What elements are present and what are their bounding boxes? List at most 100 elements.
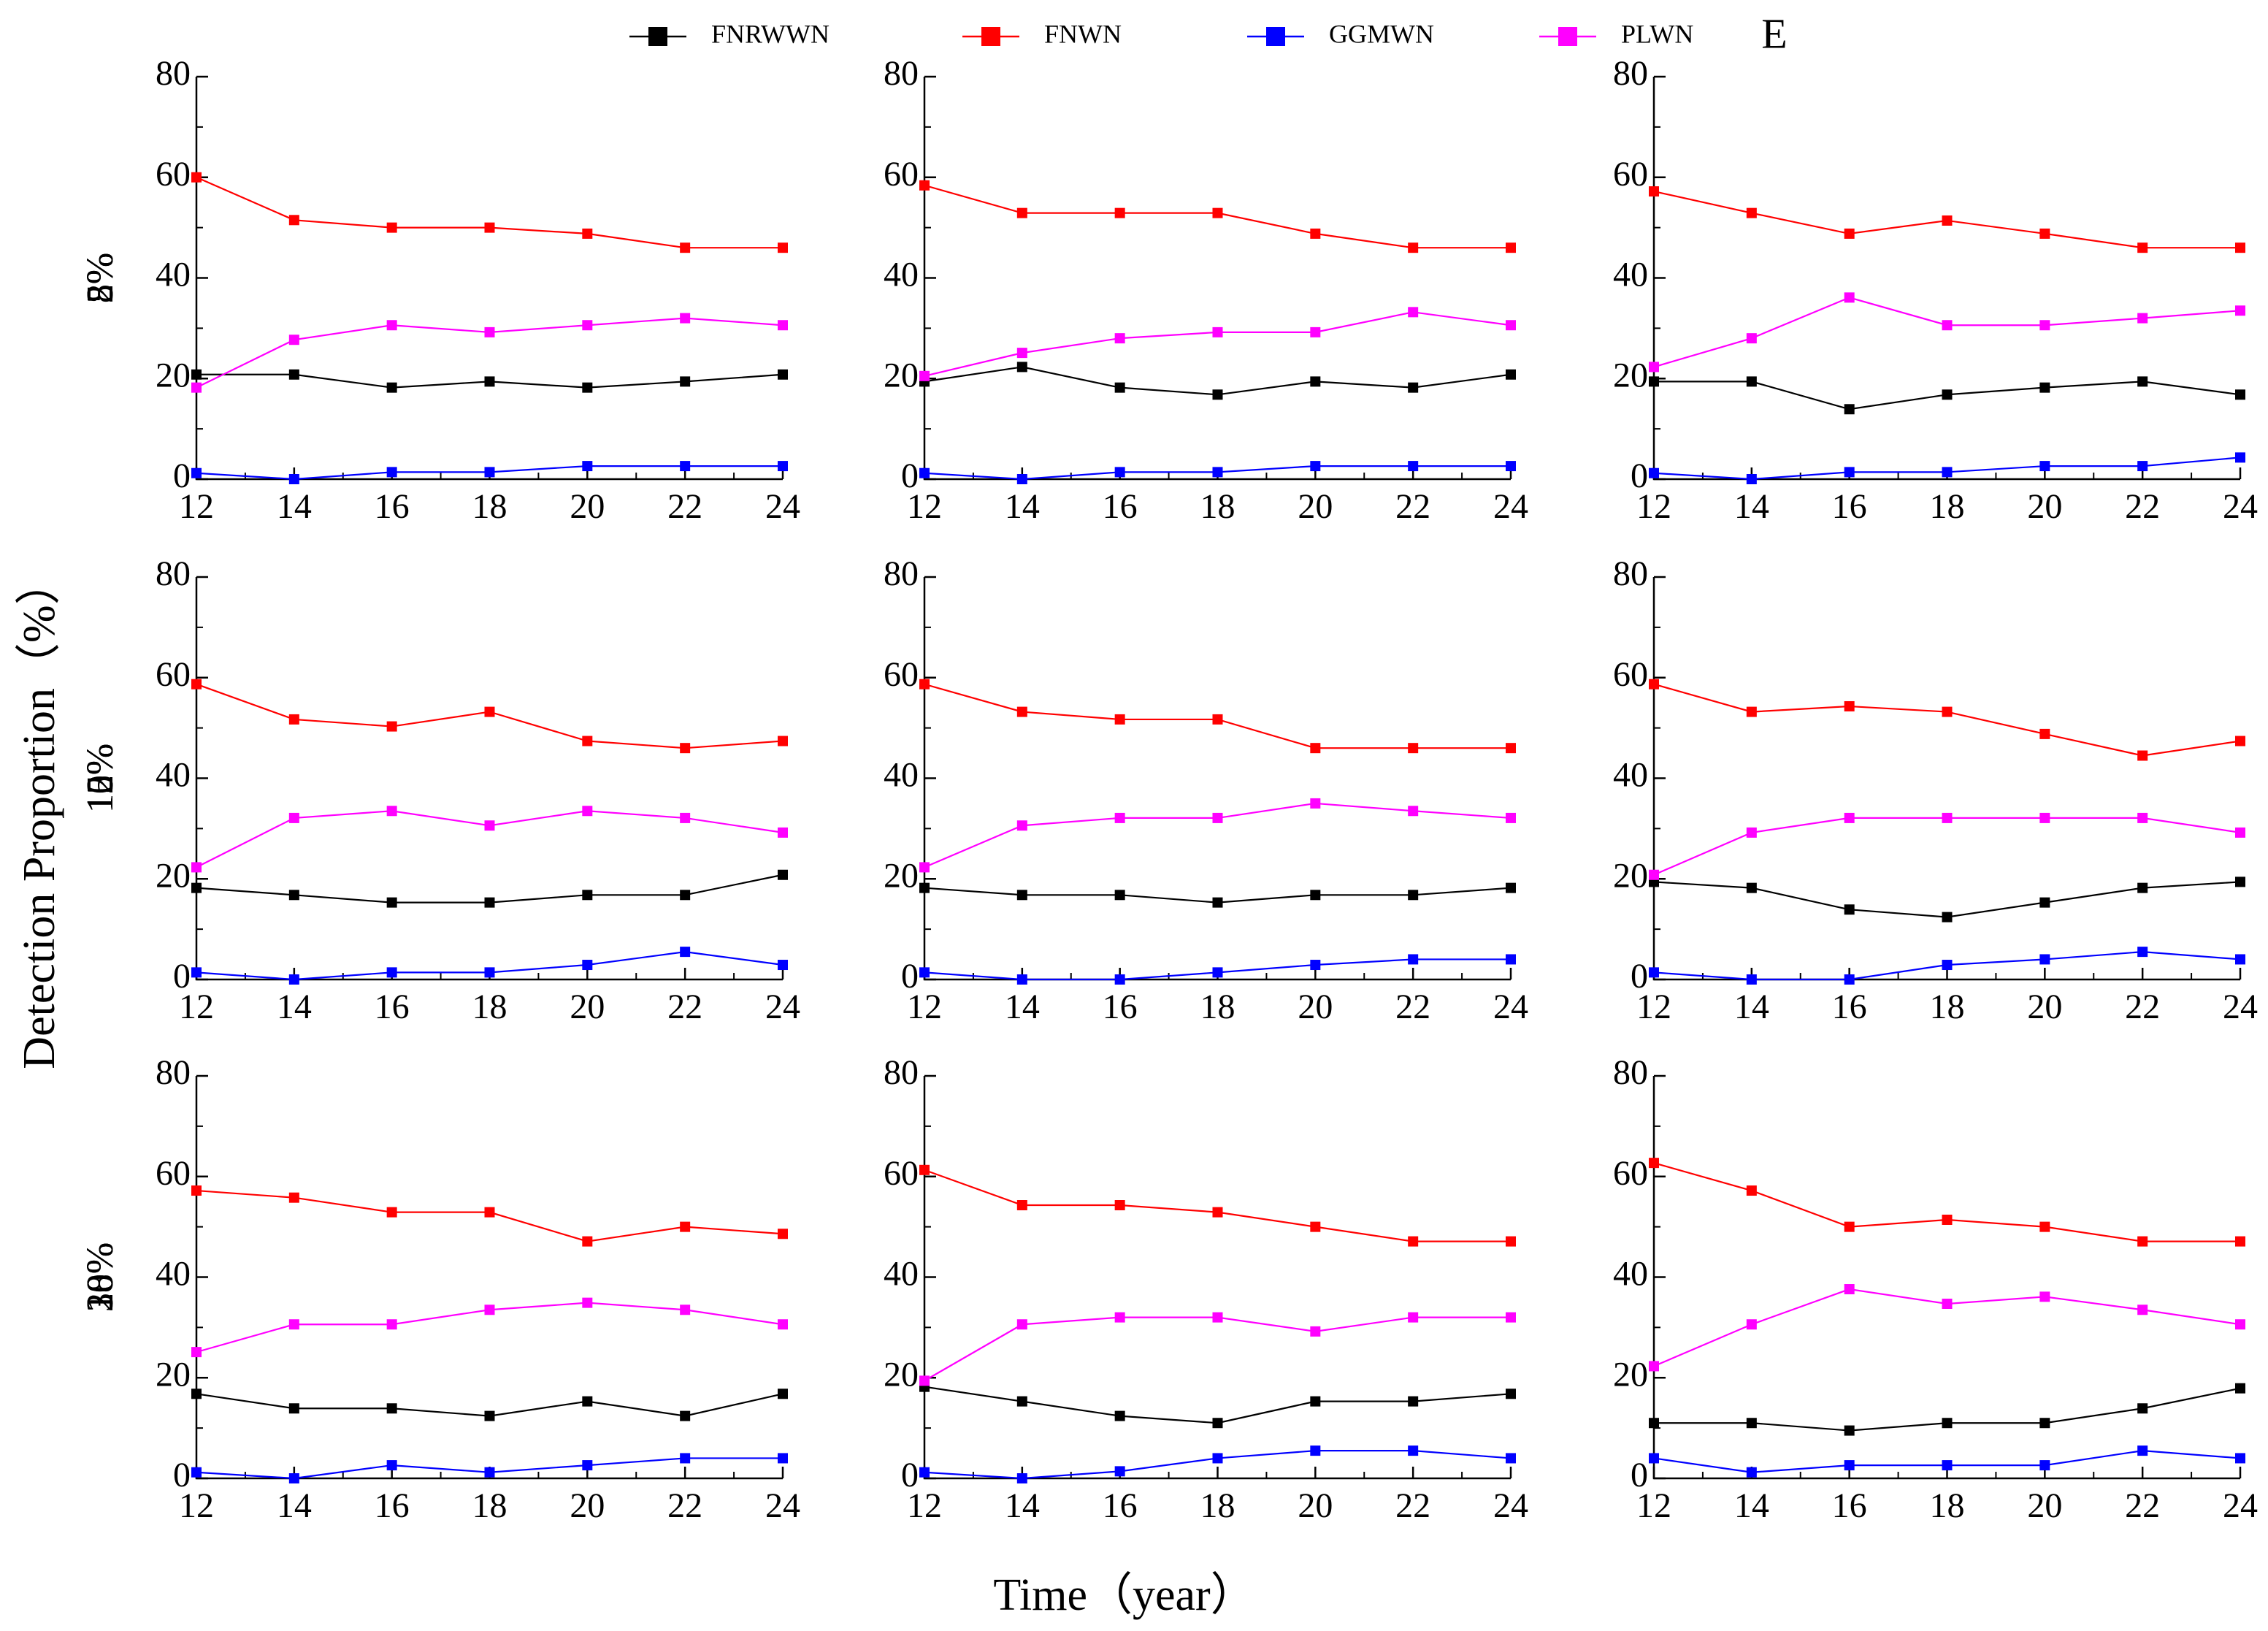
y-tick-label: 0: [1631, 457, 1648, 495]
data-point: [1212, 467, 1223, 478]
x-tick-label: 22: [667, 988, 702, 1026]
data-point: [2235, 876, 2245, 887]
legend-label: GGMWN: [1329, 19, 1434, 48]
data-point: [919, 862, 930, 873]
data-point: [1114, 382, 1125, 393]
data-point: [1746, 474, 1757, 484]
data-point: [680, 743, 691, 754]
data-point: [582, 382, 593, 393]
data-point: [191, 862, 202, 873]
panel-y-label: 12%: [80, 744, 121, 813]
data-point: [1212, 1312, 1223, 1323]
y-tick-label: 80: [156, 1053, 191, 1092]
data-point: [1408, 382, 1419, 393]
data-point: [191, 1467, 202, 1478]
x-tick-label: 14: [1734, 988, 1769, 1026]
x-tick-label: 14: [1005, 988, 1040, 1026]
data-point: [1942, 215, 1953, 226]
data-point: [1114, 714, 1125, 725]
data-point: [919, 679, 930, 690]
panel-y-label: 30%: [80, 1242, 121, 1312]
x-tick-label: 24: [2223, 988, 2258, 1026]
data-point: [582, 736, 593, 746]
x-tick-label: 24: [1493, 1486, 1528, 1525]
y-axis-title: Detection Proportion（%）: [15, 559, 64, 1069]
data-point: [2137, 947, 2148, 958]
y-tick-label: 80: [884, 54, 919, 93]
panel-y-label: 20%: [80, 1242, 121, 1312]
data-point: [1114, 812, 1125, 823]
data-point: [288, 1403, 299, 1414]
panel-y-label: 8%: [80, 253, 121, 303]
y-tick-label: 40: [1613, 756, 1648, 795]
data-point: [778, 242, 788, 253]
data-point: [919, 1164, 930, 1175]
data-point: [386, 806, 397, 817]
data-point: [386, 1319, 397, 1330]
data-point: [1212, 1207, 1223, 1218]
data-point: [288, 714, 299, 725]
series-line: [924, 1316, 1511, 1382]
series-line: [1653, 881, 2241, 918]
data-point: [2039, 812, 2050, 823]
data-point: [1408, 954, 1419, 965]
x-tick-label: 16: [1832, 988, 1867, 1026]
data-point: [1016, 974, 1027, 985]
data-point: [1016, 348, 1027, 359]
y-tick-label: 0: [901, 1456, 919, 1494]
data-point: [680, 890, 691, 901]
data-point: [1844, 292, 1855, 303]
data-point: [582, 461, 593, 472]
legend-marker: [981, 27, 1000, 46]
data-point: [288, 369, 299, 380]
data-point: [386, 382, 397, 393]
data-point: [1942, 912, 1953, 923]
data-point: [582, 1396, 593, 1407]
x-tick-label: 14: [1734, 1486, 1769, 1525]
data-point: [288, 335, 299, 345]
data-point: [1408, 242, 1419, 253]
data-point: [484, 222, 495, 233]
x-tick-label: 12: [1636, 988, 1671, 1026]
data-point: [1649, 1453, 1659, 1464]
data-point: [1310, 960, 1321, 971]
data-point: [919, 967, 930, 978]
data-point: [582, 1236, 593, 1247]
y-tick-label: 40: [156, 756, 191, 795]
data-point: [1942, 706, 1953, 717]
axis-line: [923, 577, 1511, 981]
series-line: [1653, 297, 2241, 368]
data-point: [919, 467, 930, 478]
data-point: [2039, 728, 2050, 739]
data-point: [1114, 207, 1125, 218]
data-point: [582, 890, 593, 901]
data-point: [1746, 882, 1757, 893]
data-point: [778, 1319, 788, 1330]
y-tick-label: 20: [1613, 356, 1648, 394]
data-point: [191, 1347, 202, 1358]
data-point: [1114, 333, 1125, 344]
data-point: [582, 320, 593, 331]
y-tick-label: 20: [884, 856, 919, 895]
data-point: [1942, 1214, 1953, 1225]
data-point: [484, 326, 495, 337]
data-point: [1746, 1185, 1757, 1196]
data-point: [778, 369, 788, 380]
data-point: [1942, 1418, 1953, 1429]
data-point: [2137, 1236, 2148, 1247]
data-point: [1649, 376, 1659, 387]
data-point: [386, 721, 397, 732]
x-tick-label: 12: [1636, 1486, 1671, 1525]
y-tick-label: 60: [1613, 655, 1648, 694]
x-tick-label: 22: [1395, 988, 1430, 1026]
data-point: [1212, 1453, 1223, 1464]
data-point: [680, 1453, 691, 1464]
data-point: [1212, 812, 1223, 823]
data-point: [778, 869, 788, 880]
x-tick-label: 18: [1930, 1486, 1965, 1525]
x-tick-label: 16: [1103, 487, 1138, 526]
data-point: [191, 467, 202, 478]
data-point: [386, 967, 397, 978]
data-point: [1212, 207, 1223, 218]
